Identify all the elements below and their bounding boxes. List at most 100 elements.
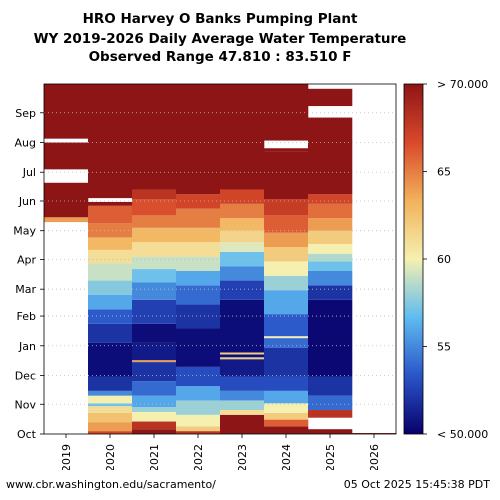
heatmap-cell <box>88 422 133 432</box>
heatmap-cell <box>264 336 309 339</box>
heatmap-cell <box>132 282 177 300</box>
x-tick-label: 2025 <box>324 444 337 470</box>
footer-url: www.cbr.washington.edu/sacramento/ <box>6 478 216 491</box>
heatmap-cell <box>88 395 133 404</box>
heatmap-cell <box>132 360 177 363</box>
heatmap-cell <box>308 261 353 271</box>
heatmap-cell <box>132 362 177 382</box>
heatmap-cell <box>176 386 221 401</box>
heatmap-cell <box>264 261 309 276</box>
heatmap-cell <box>264 412 309 420</box>
heatmap-cell <box>308 410 353 418</box>
heatmap-cell <box>176 227 221 243</box>
heatmap-cell <box>264 390 309 404</box>
heatmap-cell <box>176 366 221 387</box>
x-tick-label: 2019 <box>60 444 73 470</box>
heatmap-cell <box>308 395 353 411</box>
heatmap-cell <box>88 342 133 377</box>
heatmap-cell <box>264 338 309 348</box>
x-tick-label: 2024 <box>280 444 293 470</box>
heatmap-cell <box>88 223 133 238</box>
heatmap-cell <box>132 227 177 243</box>
y-tick-label: Jun <box>18 195 36 208</box>
heatmap-cell <box>308 429 353 434</box>
heatmap-cell <box>176 256 221 271</box>
heatmap-cell <box>132 242 177 257</box>
heatmap-cell <box>176 400 221 415</box>
heatmap-cell <box>264 347 309 377</box>
heatmap-cell <box>264 247 309 262</box>
colorbar-tick-label: 55 <box>437 341 451 354</box>
heatmap-cell <box>132 84 177 190</box>
y-tick-label: Mar <box>15 283 36 296</box>
heatmap-cell <box>176 426 221 432</box>
heatmap-cell <box>264 403 309 413</box>
heatmap-cell <box>88 237 133 250</box>
heatmap-cell <box>88 403 133 407</box>
heatmap-cell <box>308 299 353 377</box>
heatmap-cell <box>88 280 133 295</box>
heatmap-cell <box>88 205 133 224</box>
plot-frame <box>43 83 397 435</box>
heatmap-cell <box>88 84 133 199</box>
heatmap-cell <box>132 407 177 412</box>
heatmap-cell <box>308 270 353 286</box>
heatmap-cell <box>88 406 133 413</box>
footer-timestamp: 05 Oct 2025 15:45:38 PDT <box>343 478 490 491</box>
heatmap-cell <box>176 84 221 195</box>
x-tick-label: 2020 <box>104 444 117 470</box>
heatmap-cell <box>220 230 265 243</box>
heatmap-cell <box>264 419 309 427</box>
y-tick-label: Oct <box>17 428 37 441</box>
heatmap-cell <box>88 323 133 343</box>
heatmap-cell <box>176 242 221 257</box>
heatmap-cell <box>132 189 177 200</box>
heatmap-cell <box>264 275 309 291</box>
heatmap-cell <box>220 84 265 190</box>
heatmap-cell <box>264 232 309 248</box>
heatmap-cell <box>88 431 133 434</box>
y-tick-label: Aug <box>15 136 36 149</box>
heatmap-cell <box>88 412 133 423</box>
heatmap-cell <box>264 426 309 434</box>
x-tick-label: 2026 <box>368 444 381 470</box>
heatmap-cell <box>88 263 133 281</box>
heatmap-cell <box>264 148 309 152</box>
heatmap-cell <box>308 218 353 231</box>
heatmap-cell <box>220 218 265 231</box>
heatmap-cell <box>220 242 265 252</box>
heatmap-cell <box>220 390 265 401</box>
chart-title-line-2: WY 2019-2026 Daily Average Water Tempera… <box>33 31 407 47</box>
heatmap-cell <box>44 84 89 139</box>
y-tick-label: Jan <box>18 340 36 353</box>
heatmap-cell <box>132 411 177 422</box>
heatmap-cell <box>264 215 309 233</box>
heatmap-cell <box>220 354 265 358</box>
y-tick-label: Nov <box>15 398 37 411</box>
heatmap-cell <box>132 342 177 361</box>
colorbar-tick-label: 60 <box>437 253 451 266</box>
heatmap-cell <box>132 381 177 396</box>
heatmap-cell <box>88 390 133 396</box>
heatmap-cell <box>220 376 265 391</box>
colorbar: < 50.000 55 60 65 > 70.000 <box>403 78 488 441</box>
heatmap-cell <box>88 309 133 324</box>
x-tick-label: 2021 <box>148 444 161 470</box>
heatmap-cell <box>88 201 133 206</box>
heatmap-cell <box>220 414 265 434</box>
heatmap-cell <box>176 431 221 434</box>
y-tick-label: Feb <box>17 310 36 323</box>
heatmap-cell <box>132 199 177 216</box>
heatmap-cell <box>220 189 265 204</box>
heatmap-cell <box>176 194 221 209</box>
heatmap-cell <box>132 256 177 270</box>
heatmap-cell <box>308 194 353 204</box>
heatmap-cell <box>264 314 309 337</box>
heatmap-cell <box>176 414 221 427</box>
heatmap-cell <box>264 151 309 200</box>
heatmap-cell <box>264 376 309 391</box>
heatmap-cell <box>220 251 265 267</box>
heatmap-cell <box>220 266 265 281</box>
heatmap-cell <box>176 304 221 329</box>
chart-title-line-3: Observed Range 47.810 : 83.510 F <box>88 49 352 65</box>
